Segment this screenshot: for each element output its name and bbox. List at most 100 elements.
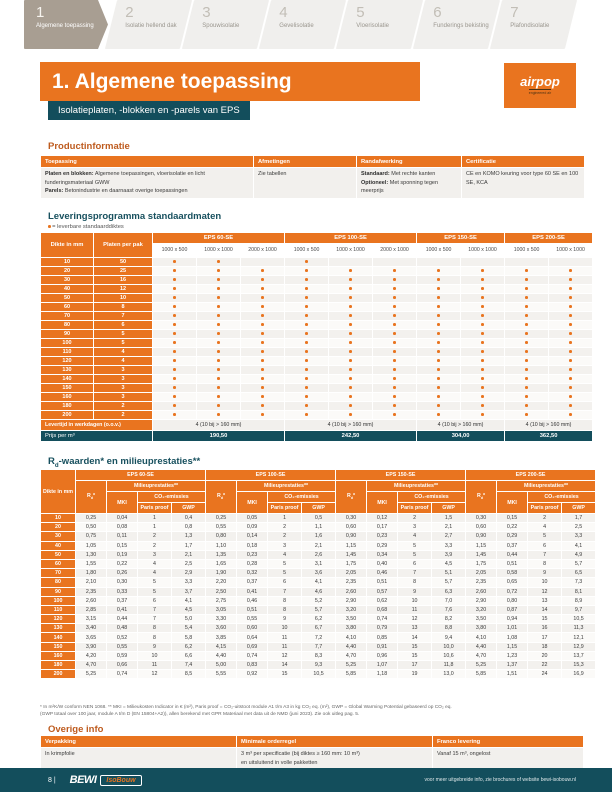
tab-label: Isolatie hellend dak: [125, 23, 177, 29]
rd-value-cell: 0,26: [107, 569, 137, 578]
tab-algemene-toepassing[interactable]: 1 Algemene toepassing: [24, 0, 108, 49]
pak-value: 12: [94, 285, 152, 293]
certificatie-cell: CE en KOMO keuring voor type 60 SE en 10…: [462, 168, 584, 198]
rd-value-cell: 7: [528, 550, 562, 559]
rd-value-cell: 15: [268, 670, 302, 679]
rd-value-cell: 0,25: [206, 514, 237, 523]
availability-cell: [285, 366, 329, 374]
availability-dot: [173, 278, 176, 281]
tab-spouwisolatie[interactable]: 3 Spouwisolatie: [181, 0, 270, 49]
tab-isolatie-hellend-dak[interactable]: 2 Isolatie hellend dak: [104, 0, 193, 49]
availability-cell: [505, 375, 549, 383]
prijs-eps150: 304,00: [417, 431, 505, 441]
availability-dot: [173, 341, 176, 344]
pak-value: 25: [94, 267, 152, 275]
availability-dot: [261, 332, 264, 335]
availability-cell: [241, 402, 285, 410]
availability-cell: [197, 312, 240, 320]
rd-value-cell: 7: [138, 615, 171, 624]
availability-dot: [305, 323, 308, 326]
availability-cell: [373, 303, 417, 311]
tab-label: Plafondisolatie: [510, 23, 550, 29]
rd-value-cell: 0,23: [367, 532, 398, 541]
availability-dot: [437, 404, 440, 407]
availability-cell: [417, 393, 461, 401]
availability-cell: [461, 375, 505, 383]
rd-value-cell: 3,85: [206, 633, 237, 642]
availability-dot: [349, 296, 352, 299]
tab-vloerisolatie[interactable]: 5 Vloerisolatie: [335, 0, 424, 49]
availability-dot: [261, 413, 264, 416]
availability-cell: [329, 339, 373, 347]
delivery-table: Dikte in mm Platen per pak EPS 60-SE EPS…: [40, 232, 593, 442]
rd-value-cell: 11: [138, 661, 171, 670]
rd-value-cell: 2,90: [336, 596, 367, 605]
availability-dot: [525, 323, 528, 326]
availability-cell: [153, 393, 196, 401]
rd-value-cell: 2,35: [336, 578, 367, 587]
rd-value-cell: 0,85: [367, 633, 398, 642]
rd-value-cell: 0,58: [497, 569, 528, 578]
availability-cell: [505, 321, 549, 329]
rd-value-cell: 2,60: [466, 587, 497, 596]
availability-dot: [349, 350, 352, 353]
rd-value-cell: 2,7: [432, 532, 466, 541]
rd-value-cell: 5,55: [206, 670, 237, 679]
rd-value-cell: 5,00: [206, 661, 237, 670]
availability-dot: [525, 296, 528, 299]
tab-plafondisolatie[interactable]: 7 Plafondisolatie: [489, 0, 578, 49]
bewi-logo: BEWI: [69, 774, 97, 786]
rd-value-cell: 11,8: [432, 661, 466, 670]
rd-value-cell: 6,6: [172, 651, 206, 660]
availability-dot: [261, 404, 264, 407]
rd-row: 40 1,05 0,15 2 1,7 1,10 0,18 3 2,1 1,15 0,29 5 3,3 1,…: [41, 541, 596, 550]
dikte-value: 10: [41, 514, 75, 523]
availability-dot: [349, 305, 352, 308]
availability-cell: [329, 294, 373, 302]
milieuprestaties-header: Milieuprestaties**: [367, 481, 466, 491]
availability-cell: [197, 366, 240, 374]
availability-cell: [329, 303, 373, 311]
availability-cell: [285, 411, 329, 419]
availability-dot: [437, 368, 440, 371]
availability-cell: [549, 303, 593, 311]
availability-cell: [461, 258, 505, 266]
rd-row: 110 2,85 0,41 7 4,5 3,05 0,51 8 5,7 3,20 0,68 11 7,6…: [41, 605, 596, 615]
rd-value-cell: 3,05: [206, 605, 237, 615]
rd-value-cell: 4,10: [336, 633, 367, 642]
availability-dot: [349, 368, 352, 371]
tab-gevelisolatie[interactable]: 4 Gevelisolatie: [258, 0, 347, 49]
delivery-row: 160 3: [41, 393, 593, 401]
availability-cell: [461, 339, 505, 347]
delivery-row: 120 4: [41, 357, 593, 365]
col-rd: Rd*: [206, 481, 237, 513]
rd-value-cell: 6,7: [302, 624, 336, 633]
availability-dot: [217, 260, 220, 263]
availability-cell: [153, 366, 196, 374]
availability-dot: [525, 287, 528, 290]
col-mki: MKI: [107, 492, 137, 513]
availability-cell: [153, 303, 196, 311]
availability-cell: [373, 375, 417, 383]
levertijd-value: 4 (10 bij > 160 mm): [285, 420, 417, 430]
rd-value-cell: 14: [398, 633, 432, 642]
tab-funderingsbekisting[interactable]: 6 Funderings bekisting: [412, 0, 501, 49]
rd-value-cell: 1,08: [497, 633, 528, 642]
pak-value: 16: [94, 276, 152, 284]
col-gwp: GWP: [432, 503, 466, 513]
availability-cell: [241, 285, 285, 293]
rd-value-cell: 12: [398, 615, 432, 624]
availability-dot: [481, 278, 484, 281]
availability-dot: [393, 413, 396, 416]
availability-cell: [153, 384, 196, 392]
availability-cell: [373, 267, 417, 275]
availability-dot: [481, 386, 484, 389]
rd-value-cell: 6,5: [562, 569, 596, 578]
availability-dot: [173, 386, 176, 389]
availability-dot: [173, 404, 176, 407]
availability-cell: [549, 312, 593, 320]
availability-cell: [549, 366, 593, 374]
availability-cell: [461, 411, 505, 419]
group-eps-200: EPS 200-SE: [466, 470, 596, 480]
dikte-value: 90: [41, 587, 75, 596]
